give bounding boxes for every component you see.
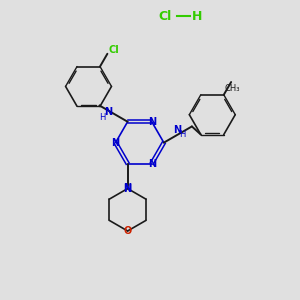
Text: N: N: [112, 138, 120, 148]
Text: N: N: [104, 107, 112, 117]
Text: N: N: [148, 158, 156, 169]
Text: H: H: [179, 130, 186, 139]
Text: Cl: Cl: [109, 45, 119, 55]
Text: N: N: [173, 125, 181, 135]
Text: H: H: [192, 10, 202, 22]
Text: H: H: [99, 113, 106, 122]
Text: Cl: Cl: [158, 10, 171, 22]
Text: O: O: [124, 226, 132, 236]
Text: N: N: [124, 184, 132, 194]
Text: CH₃: CH₃: [225, 84, 240, 93]
Text: N: N: [124, 183, 132, 193]
Text: N: N: [148, 117, 156, 127]
